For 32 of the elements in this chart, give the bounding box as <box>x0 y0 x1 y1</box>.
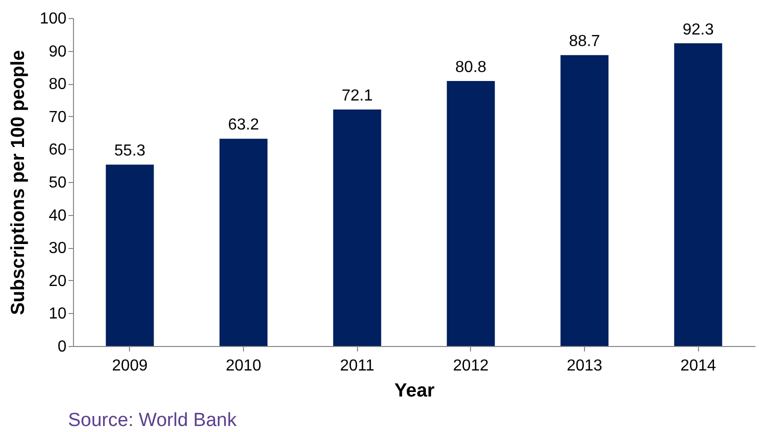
data-label: 72.1 <box>342 88 373 105</box>
data-label: 80.8 <box>455 58 487 76</box>
data-label: 92.3 <box>682 21 714 38</box>
y-tick-label: 90 <box>48 43 67 60</box>
bar <box>446 80 495 346</box>
x-tick-label: 2009 <box>112 358 148 374</box>
y-tick-label: 50 <box>48 174 67 192</box>
y-tick-label: 80 <box>48 76 67 94</box>
x-axis-title: Year <box>394 380 436 402</box>
bar <box>333 110 382 346</box>
data-label: 55.3 <box>114 142 146 160</box>
x-tick-label: 2010 <box>226 358 262 374</box>
x-tick-label: 2012 <box>453 358 489 374</box>
bar <box>674 43 722 346</box>
y-tick-label: 100 <box>40 10 67 28</box>
data-label: 88.7 <box>568 33 600 50</box>
data-label: 63.2 <box>228 116 260 134</box>
y-tick-label: 10 <box>48 306 67 323</box>
y-tick-label: 40 <box>48 207 67 224</box>
source-note: Source: World Bank <box>68 410 237 432</box>
x-tick-label: 2014 <box>680 358 716 374</box>
y-tick-label: 70 <box>48 108 67 126</box>
bar <box>106 164 154 346</box>
y-tick-label: 30 <box>48 240 67 258</box>
bar <box>560 55 608 346</box>
bar <box>220 138 268 346</box>
x-tick-label: 2011 <box>340 358 374 374</box>
y-tick-label: 20 <box>48 272 67 290</box>
y-tick-label: 0 <box>58 338 67 356</box>
y-tick-label: 60 <box>48 142 67 159</box>
y-axis-title: Subscriptions per 100 people <box>8 50 29 316</box>
x-tick-label: 2013 <box>566 358 602 374</box>
